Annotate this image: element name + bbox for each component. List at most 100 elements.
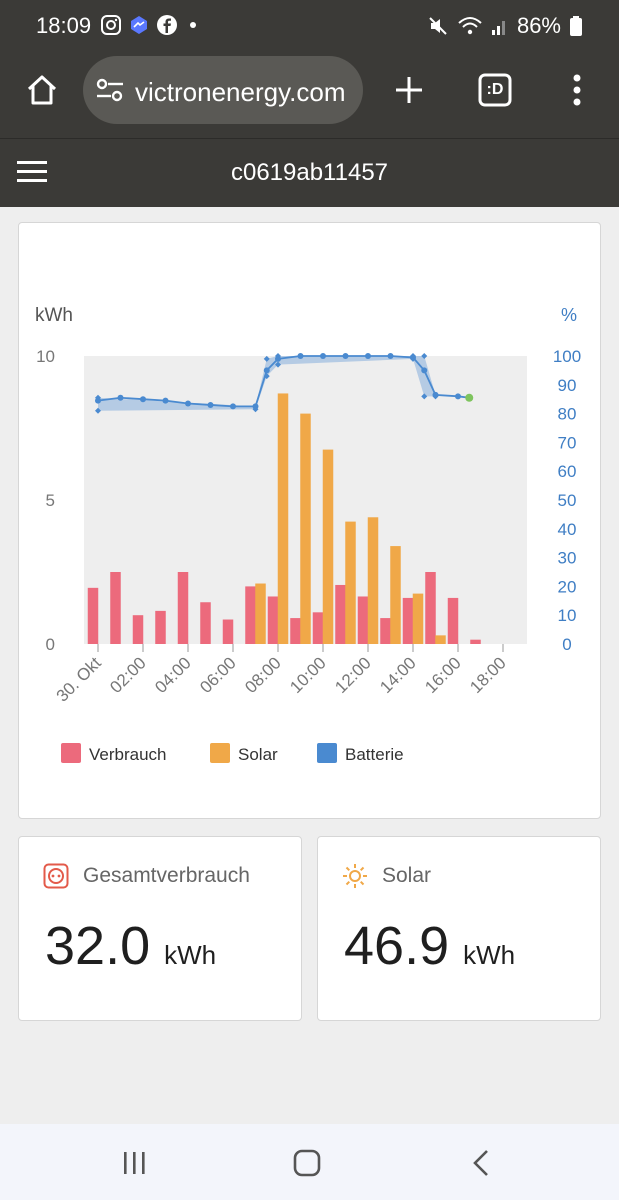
verbrauch-bar: [177, 572, 189, 644]
recent-apps-button[interactable]: [114, 1146, 154, 1180]
legend-swatch-verbrauch: [61, 743, 81, 763]
url-bar[interactable]: victronenergy.com: [83, 56, 363, 124]
tab-switcher-label: :D: [486, 81, 504, 98]
battery-current-point: [465, 393, 474, 402]
battery-point: [263, 367, 270, 374]
solar-bar: [367, 517, 379, 644]
legend-swatch-batterie: [317, 743, 337, 763]
instagram-icon: [101, 15, 121, 35]
tab-switcher-button[interactable]: :D: [473, 68, 517, 112]
x-tick-label: 14:00: [376, 653, 420, 697]
verbrauch-bar: [245, 586, 256, 644]
right-axis-unit: %: [561, 305, 577, 325]
solar-bar: [345, 521, 356, 644]
y2-tick-label: 70: [558, 433, 577, 452]
x-tick-label: 30. Okt: [53, 653, 105, 705]
y2-tick-label: 30: [558, 549, 577, 568]
consumption-label: Gesamtverbrauch: [83, 864, 250, 887]
verbrauch-bar: [200, 602, 211, 644]
y-tick-label: 5: [46, 491, 55, 510]
verbrauch-bar: [425, 572, 436, 644]
legend-label-verbrauch: Verbrauch: [89, 745, 167, 764]
battery-point: [455, 393, 461, 400]
system-home-button[interactable]: [287, 1146, 327, 1180]
solar-bar: [435, 635, 446, 644]
y2-tick-label: 0: [562, 635, 571, 654]
solar-label: Solar: [382, 864, 432, 887]
hamburger-menu-icon[interactable]: [16, 157, 48, 187]
mute-icon: [429, 17, 447, 35]
battery-range-marker: [421, 353, 428, 359]
page-title: c0619ab11457: [230, 159, 389, 186]
y-tick-label: 10: [36, 347, 55, 366]
verbrauch-bar: [335, 584, 346, 644]
site-settings-icon[interactable]: [95, 76, 125, 104]
sun-icon: [343, 864, 367, 888]
x-tick-label: 18:00: [466, 653, 510, 697]
x-tick-label: 16:00: [421, 653, 465, 697]
y2-tick-label: 50: [558, 491, 577, 510]
facebook-icon: [157, 15, 177, 35]
battery-point: [297, 353, 304, 359]
battery-range-marker: [275, 361, 281, 368]
y2-tick-label: 90: [558, 376, 577, 395]
x-tick-label: 12:00: [331, 653, 375, 697]
x-tick-label: 10:00: [286, 653, 330, 697]
left-axis-unit: kWh: [35, 305, 73, 326]
solar-bar: [277, 393, 289, 644]
x-tick-label: 04:00: [151, 653, 195, 697]
status-time: 18:09: [36, 13, 92, 38]
legend-label-solar: Solar: [238, 745, 278, 764]
battery-point: [320, 353, 326, 359]
y2-tick-label: 60: [558, 462, 577, 481]
battery-icon: [570, 16, 582, 36]
power-socket-icon: [43, 863, 69, 889]
solar-bar: [300, 413, 311, 644]
browser-toolbar: victronenergy.com :D: [0, 50, 619, 138]
battery-point: [230, 403, 236, 410]
plus-icon: [396, 77, 422, 103]
verbrauch-bar: [110, 572, 121, 644]
battery-point: [365, 353, 371, 359]
consumption-card[interactable]: Gesamtverbrauch 32.0 kWh: [18, 836, 302, 1021]
verbrauch-bar: [402, 597, 414, 644]
system-nav-bar: [0, 1124, 619, 1200]
verbrauch-bar: [290, 618, 301, 644]
battery-point: [387, 353, 394, 359]
new-tab-button[interactable]: [387, 68, 431, 112]
legend-swatch-solar: [210, 743, 230, 763]
more-vertical-icon: [573, 74, 581, 106]
battery-point: [421, 367, 428, 374]
x-tick-label: 06:00: [196, 653, 240, 697]
energy-chart: kWh % 0 5 10 0 10 20 30 40 50 60 70 80 90 100 30. Ok…: [35, 305, 581, 764]
battery-range-marker: [95, 407, 101, 414]
solar-unit: kWh: [463, 940, 516, 970]
solar-bar: [255, 583, 266, 644]
solar-bar: [322, 449, 334, 644]
energy-chart-card: kWh % 0 5 10 0 10 20 30 40 50 60 70 80 90 100 30. Ok…: [18, 222, 601, 819]
url-text: victronenergy.com: [135, 77, 346, 107]
home-button[interactable]: [20, 68, 64, 112]
verbrauch-bar: [132, 615, 144, 644]
recent-apps-icon: [124, 1152, 145, 1174]
verbrauch-bar: [87, 587, 99, 644]
battery-percent: 86%: [516, 13, 561, 38]
browser-menu-button[interactable]: [555, 68, 599, 112]
battery-point: [140, 396, 146, 403]
back-button[interactable]: [461, 1146, 501, 1180]
y2-tick-label: 100: [553, 347, 581, 366]
home-icon: [27, 75, 57, 105]
verbrauch-bar: [312, 612, 324, 644]
solar-card[interactable]: Solar 46.9 kWh: [317, 836, 601, 1021]
solar-bar: [412, 593, 424, 644]
battery-range-marker: [421, 393, 428, 400]
verbrauch-bar: [447, 597, 459, 644]
consumption-unit: kWh: [164, 940, 217, 970]
verbrauch-bar: [222, 619, 234, 644]
wifi-icon: [458, 17, 482, 35]
legend-label-batterie: Batterie: [345, 745, 404, 764]
messenger-icon: [131, 16, 147, 34]
tab-switcher-icon: [478, 73, 512, 107]
battery-point: [185, 400, 191, 407]
battery-range-band: [98, 356, 436, 411]
